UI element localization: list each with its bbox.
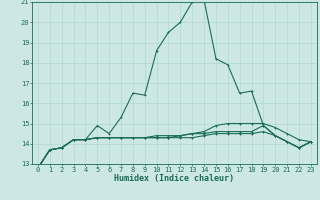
X-axis label: Humidex (Indice chaleur): Humidex (Indice chaleur)	[115, 174, 234, 183]
